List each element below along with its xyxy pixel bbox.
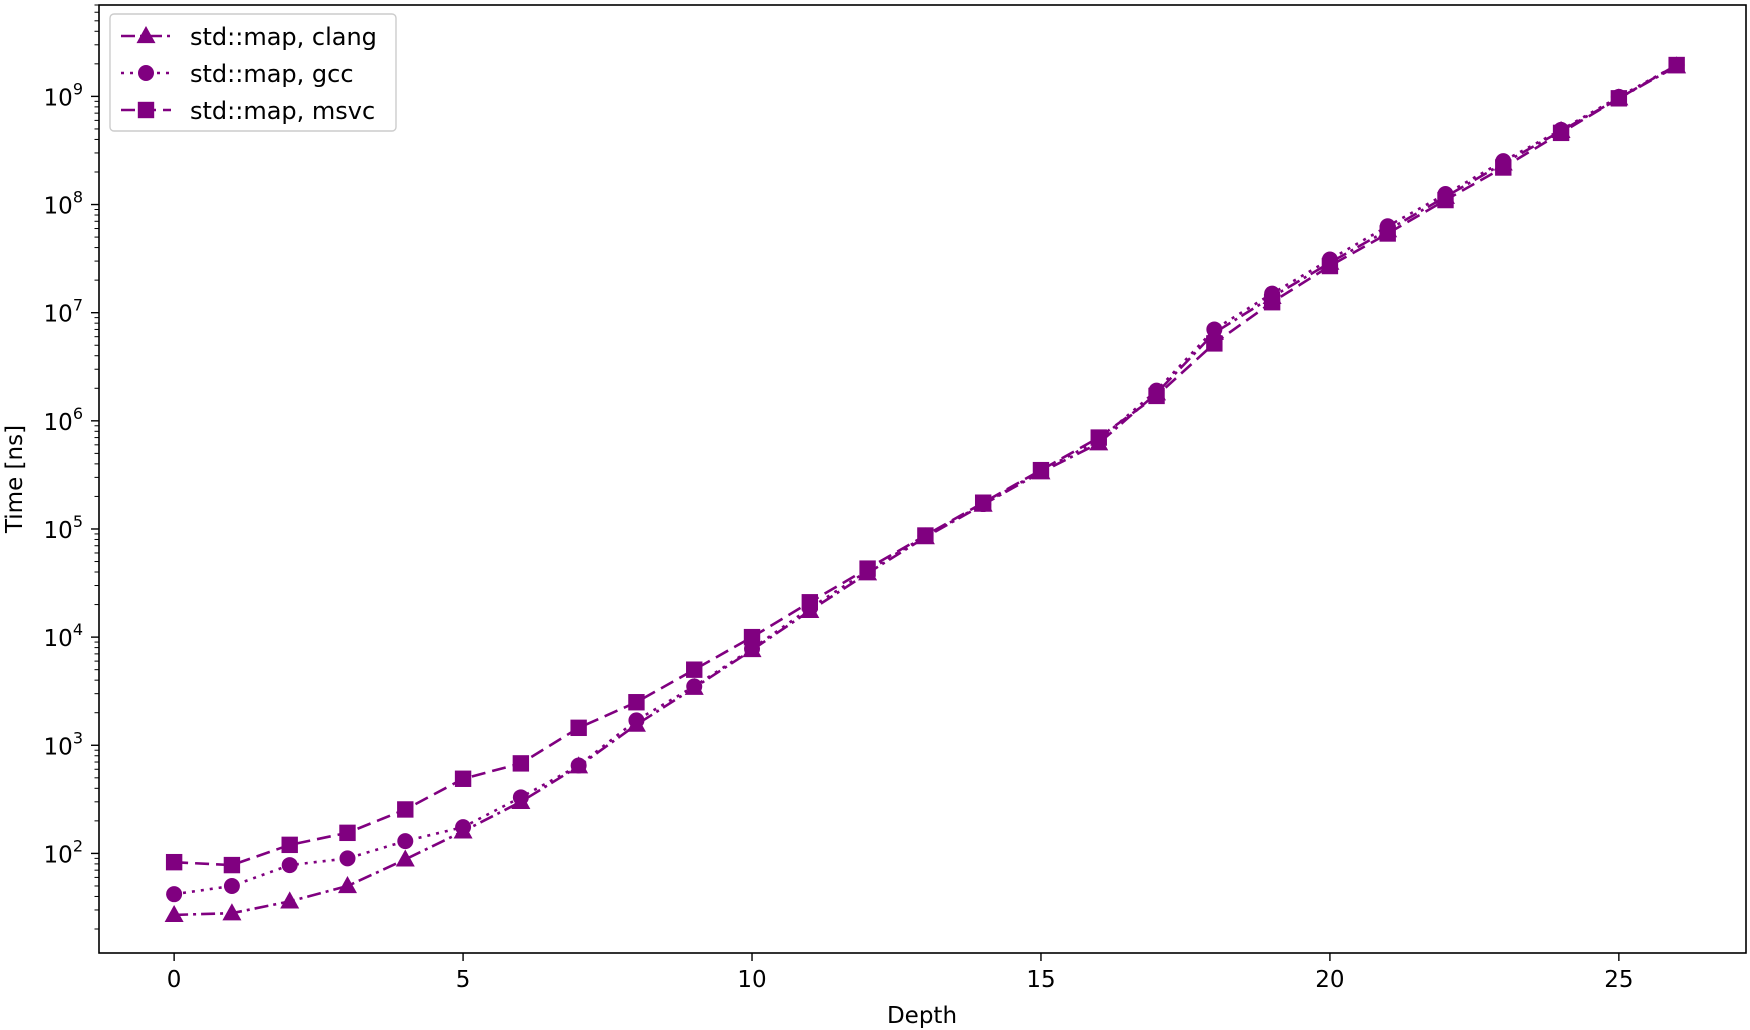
legend-label: std::map, gcc: [190, 60, 354, 88]
y-tick-label: 105: [44, 512, 83, 544]
data-point: [164, 904, 184, 923]
legend-label: std::map, msvc: [190, 97, 375, 125]
data-point: [1206, 321, 1223, 338]
x-tick-label: 20: [1315, 967, 1344, 993]
data-point: [801, 594, 819, 611]
data-point: [974, 494, 992, 511]
data-point: [280, 891, 300, 909]
data-point: [1610, 90, 1628, 107]
series-square: [165, 56, 1685, 874]
data-point: [222, 903, 242, 921]
y-tick-label: 103: [44, 728, 83, 760]
data-point: [1437, 191, 1454, 209]
data-point: [454, 770, 472, 787]
legend-item: std::map, msvc: [121, 97, 375, 125]
legend-marker: [137, 101, 155, 119]
y-tick-label: 109: [44, 79, 83, 111]
data-point: [281, 857, 298, 874]
data-point: [570, 757, 587, 774]
x-tick-label: 10: [737, 967, 766, 993]
plot-frame: [98, 4, 1747, 954]
y-tick-label: 106: [44, 404, 83, 436]
y-axis: 102 103 104 105 106 107 108 109: [44, 4, 99, 930]
x-tick-label: 25: [1604, 967, 1633, 993]
data-point: [743, 628, 761, 646]
data-point: [512, 755, 530, 772]
data-point: [1379, 225, 1396, 242]
data-point: [1206, 335, 1223, 352]
data-point: [223, 856, 241, 874]
data-point: [165, 853, 183, 871]
data-point: [339, 824, 356, 842]
data-point: [1090, 429, 1107, 446]
data-point: [686, 661, 703, 678]
data-point: [628, 694, 645, 711]
plot-series: [164, 56, 1687, 923]
data-point: [1321, 257, 1339, 275]
x-axis: 0 5 10 15 20 25: [167, 953, 1634, 993]
data-point: [859, 560, 876, 577]
x-tick-label: 0: [167, 967, 182, 993]
x-axis-label: Depth: [887, 1003, 957, 1029]
data-point: [628, 712, 645, 729]
y-tick-label: 104: [44, 620, 83, 652]
data-point: [397, 801, 414, 818]
y-tick-label: 107: [44, 296, 83, 328]
y-axis-label: Time [ns]: [2, 425, 28, 534]
y-tick-label: 108: [44, 188, 83, 220]
data-point: [1032, 461, 1050, 479]
x-tick-label: 15: [1026, 967, 1055, 993]
data-point: [1148, 387, 1165, 405]
data-point: [686, 678, 703, 695]
data-point: [281, 836, 298, 854]
legend-marker: [136, 26, 156, 44]
data-point: [1495, 159, 1512, 176]
data-point: [512, 789, 529, 806]
data-point: [455, 819, 472, 836]
data-point: [397, 833, 414, 850]
y-tick-label: 102: [44, 836, 83, 868]
data-point: [166, 886, 183, 903]
data-point: [339, 850, 356, 867]
legend-item: std::map, clang: [121, 23, 377, 51]
legend-label: std::map, clang: [190, 23, 377, 51]
legend-box: [109, 13, 397, 132]
data-point: [395, 849, 415, 867]
legend-item: std::map, gcc: [121, 60, 354, 88]
data-point: [223, 877, 240, 894]
data-point: [1263, 294, 1281, 311]
data-point: [1552, 124, 1570, 142]
data-point: [337, 875, 357, 894]
data-point: [917, 527, 934, 544]
data-point: [570, 719, 587, 737]
x-tick-label: 5: [456, 967, 471, 993]
data-point: [1668, 56, 1685, 74]
series-line: [173, 63, 1678, 896]
legend-marker: [138, 65, 154, 81]
